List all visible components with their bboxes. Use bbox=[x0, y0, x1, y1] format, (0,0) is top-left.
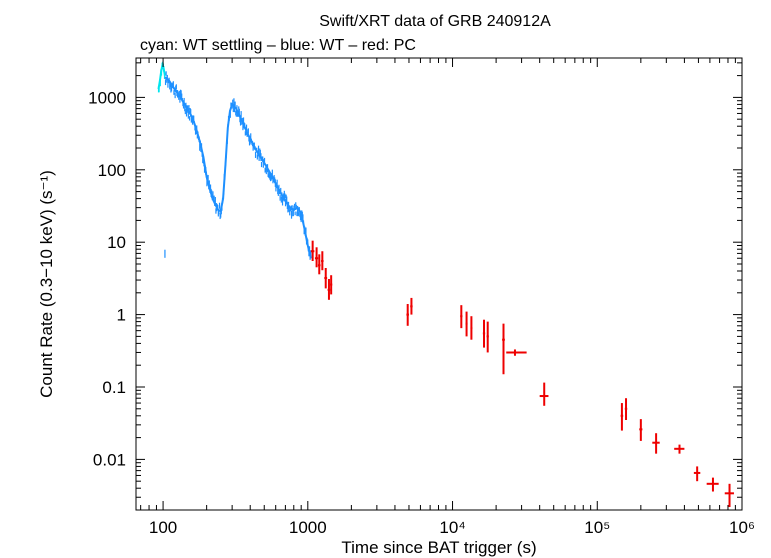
y-tick-label: 0.1 bbox=[102, 378, 126, 397]
y-axis-label: Count Rate (0.3−10 keV) (s⁻¹) bbox=[37, 170, 56, 398]
series-trace bbox=[164, 76, 312, 259]
x-tick-label: 1000 bbox=[289, 518, 327, 537]
y-tick-label: 0.01 bbox=[93, 450, 126, 469]
y-tick-label: 1 bbox=[117, 306, 126, 325]
x-tick-label: 10⁶ bbox=[729, 518, 755, 537]
chart-subtitle: cyan: WT settling – blue: WT – red: PC bbox=[140, 37, 416, 54]
chart-title: Swift/XRT data of GRB 240912A bbox=[319, 13, 551, 30]
series-wt bbox=[164, 71, 312, 260]
y-tick-label: 1000 bbox=[88, 88, 126, 107]
tick-layer: 100 1000 10⁴ 10⁵ 10⁶ 1000 100 10 1 0.1 0.01 bbox=[88, 58, 755, 537]
plot-frame bbox=[135, 57, 743, 511]
x-tick-label: 100 bbox=[149, 518, 177, 537]
data-layer bbox=[157, 61, 734, 508]
x-tick-label: 10⁵ bbox=[584, 518, 610, 537]
y-tick-label: 100 bbox=[98, 161, 126, 180]
series-wt-settling bbox=[157, 61, 166, 93]
y-tick-label: 10 bbox=[107, 233, 126, 252]
x-tick-label: 10⁴ bbox=[439, 518, 465, 537]
series-trace bbox=[157, 61, 166, 90]
series-pc bbox=[310, 240, 734, 508]
x-axis-label: Time since BAT trigger (s) bbox=[341, 538, 536, 557]
